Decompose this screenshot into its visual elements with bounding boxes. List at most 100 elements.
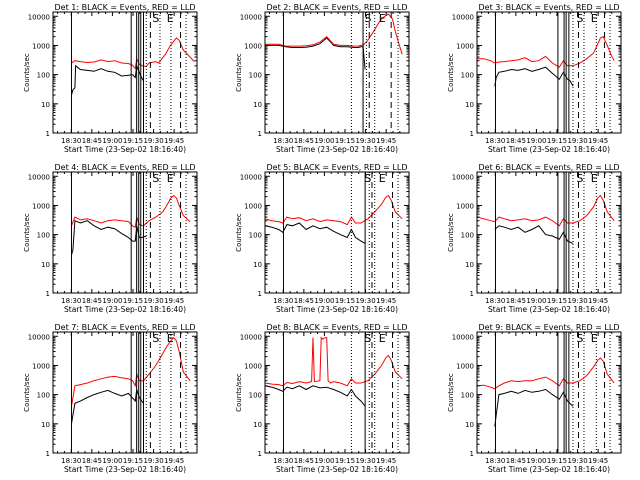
- panel-title: Det 7: BLACK = Events, RED = LLD: [55, 323, 196, 332]
- x-tick-label: 19:15: [123, 137, 143, 145]
- lld-series-line: [476, 194, 615, 227]
- x-tick-label: 19:45: [376, 297, 396, 305]
- x-tick-label: 18:45: [82, 137, 102, 145]
- lld-series-line: [476, 357, 615, 390]
- x-tick-label: 19:15: [547, 137, 567, 145]
- x-tick-label: 19:30: [567, 297, 587, 305]
- detector-panel-1: Det 1: BLACK = Events, RED = LLD 18:30 18:…: [23, 3, 198, 154]
- x-tick-label: 18:30: [61, 137, 81, 145]
- x-tick-label: 19:15: [335, 297, 355, 305]
- x-tick-label: 19:30: [143, 137, 163, 145]
- y-tick-label: 1000: [456, 42, 474, 50]
- y-tick-label: 1000: [456, 362, 474, 370]
- panel-title: Det 8: BLACK = Events, RED = LLD: [267, 323, 408, 332]
- x-tick-label: 19:15: [123, 457, 143, 465]
- panel-title: Det 2: BLACK = Events, RED = LLD: [267, 3, 408, 12]
- y-tick-label: 10000: [28, 333, 50, 341]
- x-tick-label: 18:30: [485, 457, 505, 465]
- x-tick-label: 18:45: [506, 297, 526, 305]
- y-tick-label: 1: [46, 450, 50, 458]
- x-tick-label: 18:30: [485, 297, 505, 305]
- y-tick-label: 1000: [32, 362, 50, 370]
- event-marker-label: E: [379, 332, 386, 345]
- plot-frame: [476, 11, 622, 134]
- y-tick-label: 1000: [244, 42, 262, 50]
- x-tick-label: 19:30: [355, 297, 375, 305]
- y-axis-label: Counts/sec: [447, 53, 455, 92]
- x-tick-label: 18:45: [294, 297, 314, 305]
- x-tick-label: 19:00: [102, 137, 122, 145]
- y-axis-label: Counts/sec: [447, 213, 455, 252]
- x-axis-label: Start Time (23-Sep-02 18:16:40): [276, 465, 398, 474]
- plot-frame: [264, 11, 410, 134]
- x-axis-label: Start Time (23-Sep-02 18:16:40): [276, 305, 398, 314]
- x-tick-label: 19:45: [588, 297, 608, 305]
- y-tick-label: 100: [249, 232, 262, 240]
- y-tick-label: 100: [249, 72, 262, 80]
- y-tick-label: 1000: [456, 202, 474, 210]
- lld-series-line: [264, 194, 403, 226]
- y-tick-label: 100: [37, 72, 50, 80]
- event-marker-label: E: [167, 172, 174, 185]
- events-series-line: [494, 66, 574, 87]
- y-axis-label: Counts/sec: [235, 373, 243, 412]
- x-tick-label: 18:45: [82, 457, 102, 465]
- lld-series-line: [71, 37, 195, 70]
- events-series-line: [71, 63, 144, 96]
- y-tick-label: 10000: [28, 13, 50, 21]
- y-tick-label: 100: [249, 392, 262, 400]
- x-axis-label: Start Time (23-Sep-02 18:16:40): [488, 465, 610, 474]
- x-axis-label: Start Time (23-Sep-02 18:16:40): [488, 145, 610, 154]
- lld-series-line: [477, 36, 615, 68]
- event-marker-label: S: [364, 12, 371, 25]
- y-axis-label: Counts/sec: [235, 213, 243, 252]
- x-tick-label: 18:45: [294, 457, 314, 465]
- x-tick-label: 19:15: [335, 137, 355, 145]
- y-axis-label: Counts/sec: [447, 373, 455, 412]
- y-axis-label: Counts/sec: [235, 53, 243, 92]
- y-axis-label: Counts/sec: [23, 213, 31, 252]
- y-tick-label: 1000: [244, 362, 262, 370]
- x-axis-label: Start Time (23-Sep-02 18:16:40): [64, 145, 186, 154]
- x-tick-label: 19:30: [355, 457, 375, 465]
- x-tick-label: 18:30: [273, 457, 293, 465]
- y-tick-label: 1: [258, 290, 262, 298]
- y-tick-label: 1000: [32, 42, 50, 50]
- y-tick-label: 1: [258, 450, 262, 458]
- event-marker-label: S: [152, 12, 159, 25]
- panel-title: Det 5: BLACK = Events, RED = LLD: [267, 163, 408, 172]
- y-tick-label: 10: [41, 261, 50, 269]
- event-marker-label: S: [152, 332, 159, 345]
- event-marker-label: E: [167, 332, 174, 345]
- event-marker-label: S: [152, 172, 159, 185]
- x-tick-label: 19:15: [123, 297, 143, 305]
- y-tick-label: 100: [461, 392, 474, 400]
- y-tick-label: 1: [46, 290, 50, 298]
- x-tick-label: 18:30: [61, 297, 81, 305]
- x-tick-label: 18:45: [294, 137, 314, 145]
- x-tick-label: 19:00: [102, 457, 122, 465]
- x-tick-label: 19:30: [355, 137, 375, 145]
- y-tick-label: 10000: [28, 173, 50, 181]
- y-tick-label: 10: [253, 101, 262, 109]
- events-series-line: [264, 385, 366, 407]
- y-tick-label: 1: [470, 290, 474, 298]
- events-series-line: [494, 225, 574, 244]
- x-tick-label: 19:45: [376, 457, 396, 465]
- y-tick-label: 10000: [240, 13, 262, 21]
- event-marker-label: E: [591, 172, 598, 185]
- event-marker-label: S: [364, 172, 371, 185]
- events-series-line: [494, 388, 574, 427]
- y-tick-label: 1000: [244, 202, 262, 210]
- event-marker-label: E: [591, 12, 598, 25]
- plot-frame: [476, 171, 622, 294]
- x-tick-label: 19:00: [314, 457, 334, 465]
- x-axis-label: Start Time (23-Sep-02 18:16:40): [64, 305, 186, 314]
- lld-series-line: [264, 336, 403, 387]
- x-tick-label: 18:45: [82, 297, 102, 305]
- event-marker-label: E: [379, 172, 386, 185]
- x-tick-label: 19:15: [547, 297, 567, 305]
- y-tick-label: 10000: [240, 333, 262, 341]
- y-tick-label: 10000: [452, 13, 474, 21]
